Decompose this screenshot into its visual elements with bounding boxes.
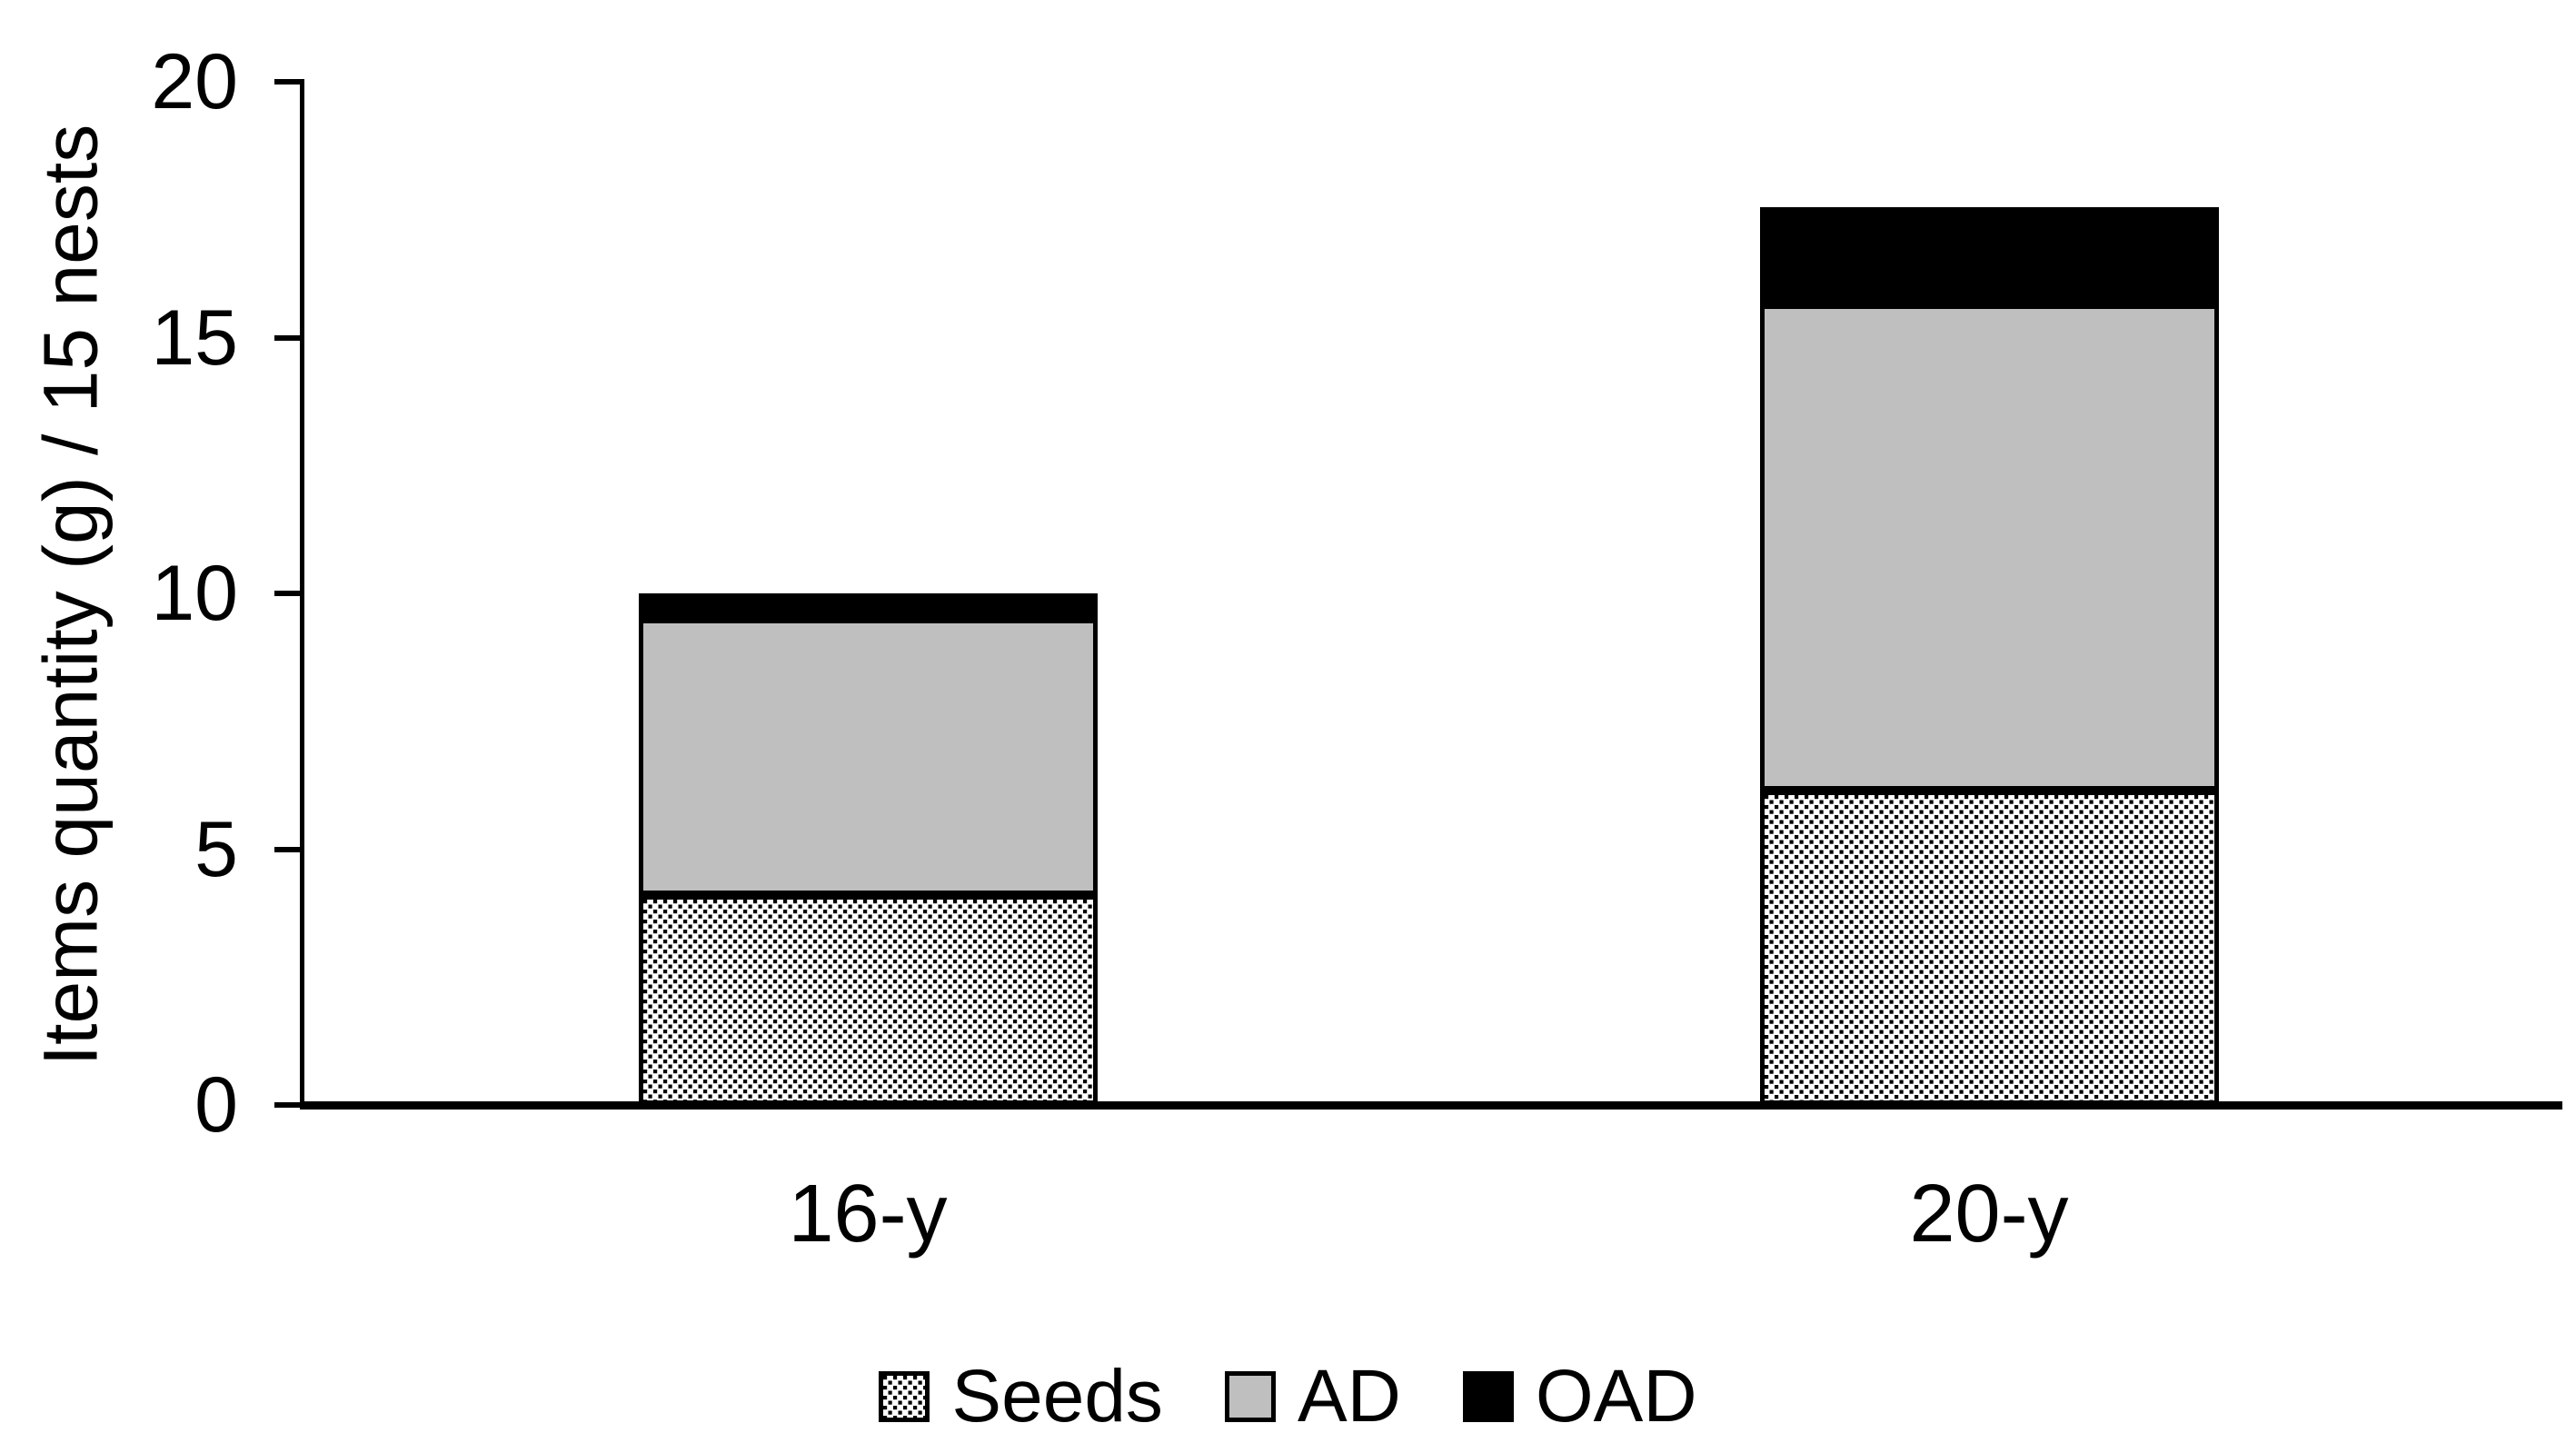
legend-item-seeds: Seeds: [879, 1359, 1163, 1434]
bar-segment-ad: [1759, 304, 2219, 791]
legend-swatch-oad-black: [1462, 1371, 1514, 1422]
y-axis-tick-mark: [274, 334, 304, 341]
legend-swatch-ad-gray: [1224, 1371, 1276, 1422]
legend-item-oad: OAD: [1462, 1355, 1697, 1438]
x-axis-line: [300, 1101, 2562, 1110]
bar-20-y: [1759, 206, 2219, 1105]
legend-label-ad: AD: [1297, 1355, 1401, 1438]
bar-segment-oad: [1759, 206, 2219, 304]
bar-16-y: [638, 593, 1098, 1105]
y-axis-tick-mark: [274, 79, 304, 85]
legend-label-seeds: Seeds: [951, 1355, 1163, 1438]
y-axis-tick-mark: [274, 1102, 304, 1108]
y-axis-tick-mark: [274, 846, 304, 852]
legend-swatch-seeds-pattern: [879, 1371, 930, 1422]
y-tick-label: 10: [151, 550, 238, 637]
bar-segment-ad: [638, 619, 1098, 896]
legend-item-ad: AD: [1224, 1355, 1401, 1438]
bar-segment-seeds: [638, 895, 1098, 1105]
x-category-label-16y: 16-y: [788, 1169, 948, 1259]
bar-segment-oad: [638, 593, 1098, 620]
y-tick-label: 15: [151, 294, 238, 382]
legend: Seeds AD OAD: [0, 1359, 2576, 1434]
y-tick-label: 5: [194, 805, 238, 893]
x-category-label-20y: 20-y: [1909, 1169, 2069, 1259]
y-tick-label: 0: [194, 1061, 238, 1149]
legend-label-oad: OAD: [1535, 1355, 1697, 1438]
bar-segment-seeds: [1759, 790, 2219, 1105]
y-axis-tick-mark: [274, 591, 304, 596]
y-tick-label: 20: [151, 38, 238, 125]
